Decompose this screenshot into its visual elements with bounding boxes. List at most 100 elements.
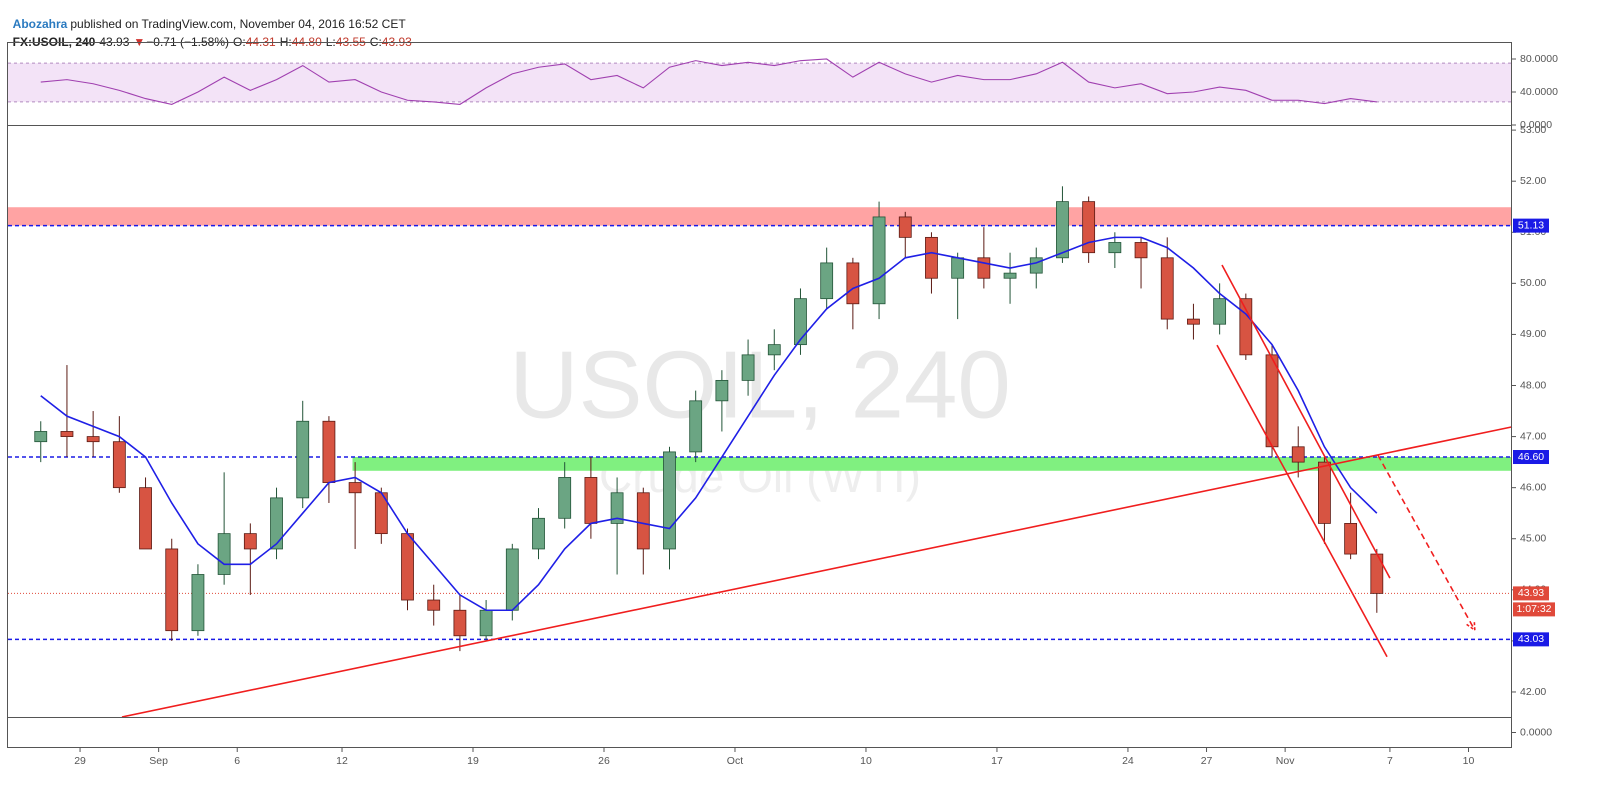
candle-body xyxy=(1108,242,1122,254)
candle-body xyxy=(479,609,493,637)
candle-body xyxy=(741,354,755,381)
candle-body xyxy=(1029,257,1043,274)
candle-body xyxy=(951,257,965,279)
x-tick-label: 17 xyxy=(991,755,1003,767)
price-badge xyxy=(1513,586,1549,601)
candle-body xyxy=(34,431,48,443)
candle-body xyxy=(217,533,231,575)
trend-line xyxy=(1216,344,1388,658)
price-badge xyxy=(1513,632,1549,647)
y-tick-label: 46.00 xyxy=(1520,481,1546,493)
candle-body xyxy=(610,492,624,524)
candle-body xyxy=(296,420,310,499)
band xyxy=(8,63,1512,102)
y-tick-label: 49.00 xyxy=(1520,328,1546,340)
candle-body xyxy=(663,451,676,550)
candle-body xyxy=(1187,318,1200,325)
line-series xyxy=(40,58,1377,105)
candle-body xyxy=(112,441,126,489)
publish-line: Abozahra published on TradingView.com, No… xyxy=(6,3,410,31)
candle-body xyxy=(453,609,467,637)
candle-body xyxy=(532,517,545,550)
price-badge-label: 43.93 xyxy=(1518,587,1544,599)
x-tick-label: 7 xyxy=(1387,755,1393,767)
candle-body xyxy=(322,420,336,483)
plot-layer xyxy=(8,58,1513,718)
x-tick-label: 10 xyxy=(860,755,872,767)
x-tick-label: 24 xyxy=(1122,755,1134,767)
x-tick-label: Nov xyxy=(1276,755,1295,767)
trend-line xyxy=(121,426,1513,718)
x-tick-label: 29 xyxy=(74,755,86,767)
candle-body xyxy=(1291,446,1305,463)
y-tick-label: 40.0000 xyxy=(1520,86,1558,98)
candle-body xyxy=(401,533,414,601)
candle-body xyxy=(1056,201,1069,259)
y-tick-label: 45.00 xyxy=(1520,533,1546,545)
candle-body xyxy=(767,344,781,356)
candle-body xyxy=(584,477,598,524)
candle-body xyxy=(715,379,729,402)
candle-body xyxy=(925,236,938,279)
candle-body xyxy=(191,574,205,632)
price-badge xyxy=(1513,218,1549,233)
candle-body xyxy=(689,400,703,453)
candle-body xyxy=(1134,242,1148,259)
candle-body xyxy=(794,298,807,346)
candle-body xyxy=(348,482,362,494)
candle-body xyxy=(165,548,179,632)
countdown-label: 1:07:32 xyxy=(1516,603,1551,615)
zone xyxy=(352,457,1513,471)
candle-body xyxy=(846,262,860,305)
watermark-title: USOIL, 240 xyxy=(509,331,1011,438)
price-badge-label: 51.13 xyxy=(1518,219,1544,231)
candle-body xyxy=(872,216,886,305)
y-tick-label: 0.0000 xyxy=(1520,726,1552,738)
x-tick-label: 10 xyxy=(1463,755,1475,767)
candle-body xyxy=(243,533,257,550)
price-badge-label: 46.60 xyxy=(1518,451,1544,463)
y-tick-label: 0.0000 xyxy=(1520,119,1552,131)
candle-body xyxy=(86,436,100,443)
x-tick-label: 6 xyxy=(234,755,240,767)
y-tick-label: 48.00 xyxy=(1520,379,1546,391)
countdown-badge xyxy=(1513,602,1555,617)
y-tick-label: 80.0000 xyxy=(1520,53,1558,65)
candle-body xyxy=(1160,257,1174,320)
arrow-head xyxy=(1466,620,1476,632)
trend-line xyxy=(1221,264,1391,579)
published: published on TradingView.com, November 0… xyxy=(70,17,406,31)
x-tick-label: 27 xyxy=(1201,755,1213,767)
candle-body xyxy=(60,431,74,437)
candle-body xyxy=(427,599,441,611)
frame xyxy=(7,42,1512,748)
candle-body xyxy=(558,477,572,519)
candle-body xyxy=(1344,523,1358,555)
price-badge-label: 43.03 xyxy=(1518,633,1544,645)
x-tick-label: 26 xyxy=(598,755,610,767)
moving-average xyxy=(40,236,1378,612)
y-tick-label: 42.00 xyxy=(1520,686,1546,698)
y-tick-label: 47.00 xyxy=(1520,430,1546,442)
candle-body xyxy=(270,497,283,550)
trend-line xyxy=(1377,454,1476,631)
candle-body xyxy=(636,492,650,550)
x-tick-label: Oct xyxy=(727,755,743,767)
candle-body xyxy=(1003,272,1017,279)
x-tick-label: 19 xyxy=(467,755,479,767)
candle-body xyxy=(1239,298,1253,356)
candle-body xyxy=(820,262,834,300)
candle-body xyxy=(1318,461,1331,524)
author[interactable]: Abozahra xyxy=(12,17,68,31)
candle-body xyxy=(1265,354,1279,448)
candle-body xyxy=(1082,201,1096,254)
candle-body xyxy=(505,548,519,611)
y-tick-label: 52.00 xyxy=(1520,175,1546,187)
price-badge xyxy=(1513,450,1549,465)
candle-body xyxy=(977,257,991,279)
y-tick-label: 50.00 xyxy=(1520,277,1546,289)
zone xyxy=(8,207,1512,226)
candle-body xyxy=(898,216,912,238)
